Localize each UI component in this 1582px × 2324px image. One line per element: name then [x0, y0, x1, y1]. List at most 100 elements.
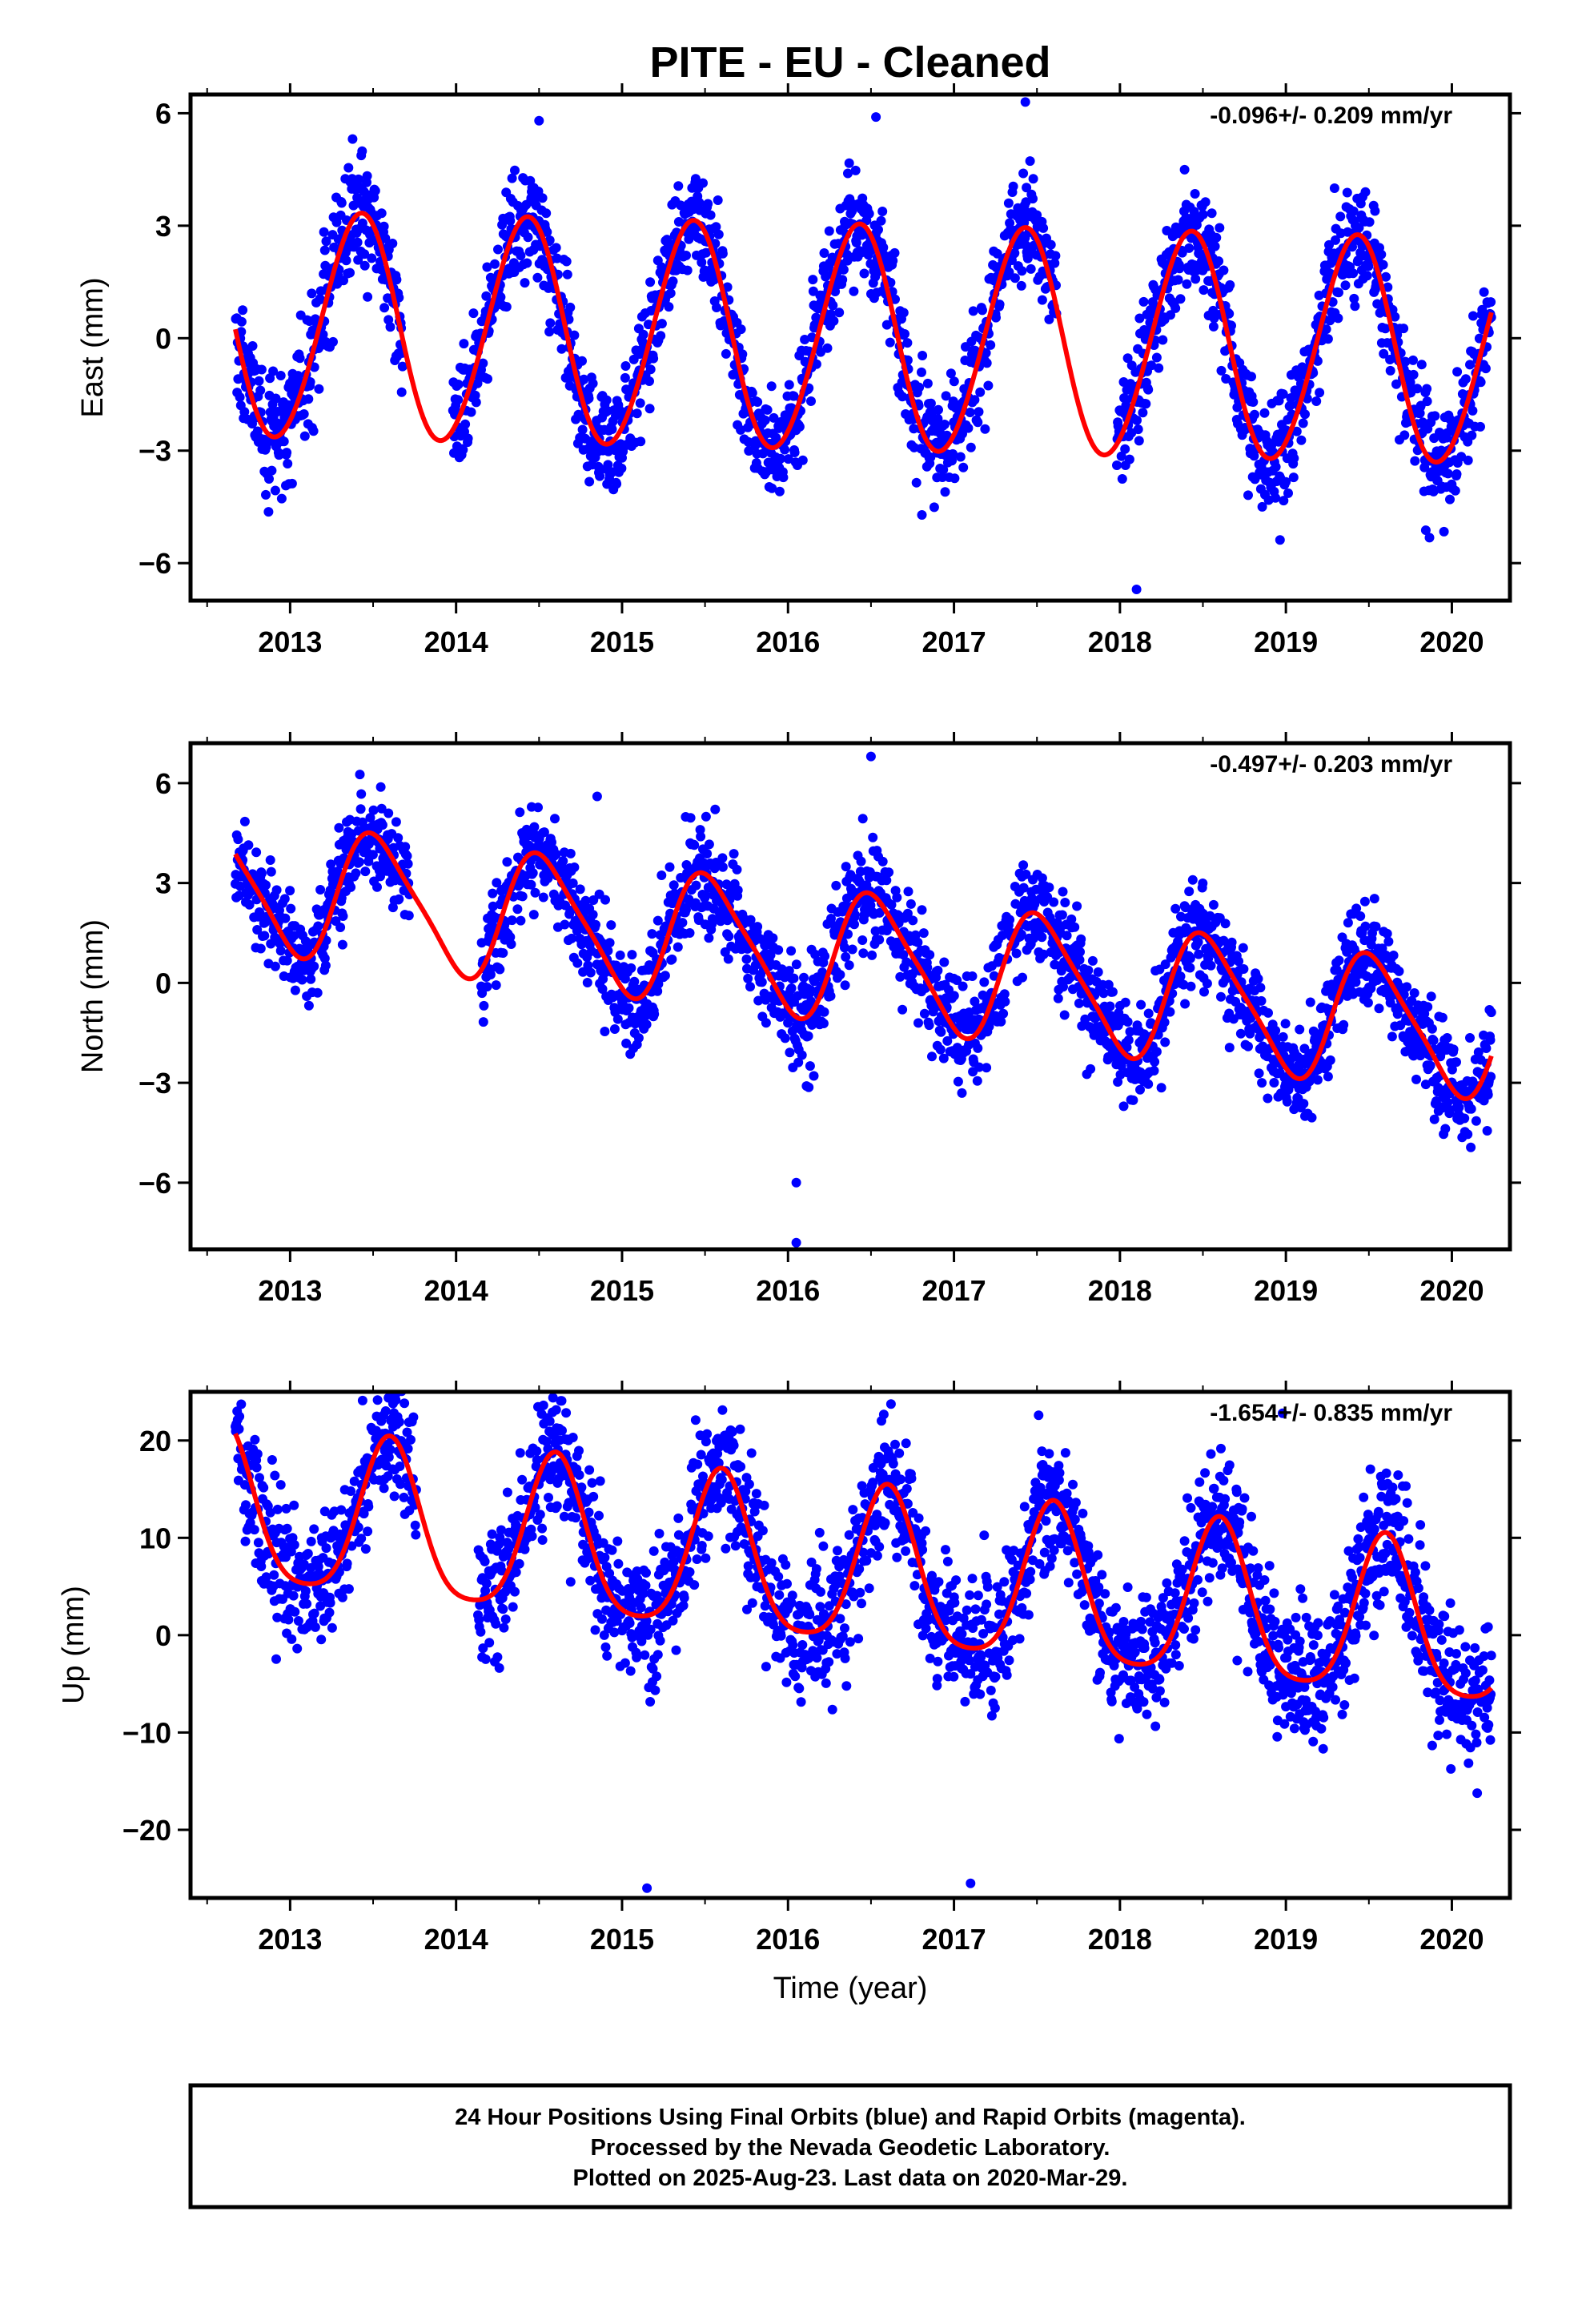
- data-point: [1184, 887, 1195, 897]
- data-point: [533, 802, 543, 813]
- data-point: [1057, 910, 1067, 920]
- data-point: [1146, 360, 1157, 371]
- data-point: [601, 395, 612, 405]
- data-point: [541, 208, 552, 219]
- data-point: [972, 1076, 982, 1086]
- data-point: [685, 928, 695, 938]
- data-points: [231, 97, 1496, 594]
- data-point: [269, 1570, 279, 1580]
- data-point: [1135, 1084, 1145, 1095]
- data-point: [927, 1051, 937, 1062]
- data-point: [238, 305, 248, 316]
- data-point: [1198, 879, 1208, 888]
- data-point: [819, 1007, 829, 1017]
- data-point: [240, 1536, 251, 1546]
- data-point: [1394, 966, 1404, 976]
- data-point: [1173, 275, 1183, 285]
- data-point: [289, 931, 299, 941]
- data-point: [1363, 261, 1374, 271]
- data-point: [313, 921, 323, 931]
- data-point: [250, 1434, 260, 1445]
- data-point: [343, 1584, 354, 1594]
- data-point: [616, 463, 627, 473]
- data-point: [717, 248, 728, 259]
- data-point: [1442, 1033, 1452, 1043]
- data-point: [709, 275, 720, 285]
- data-point: [460, 419, 471, 429]
- x-tick-label: 2019: [1254, 625, 1318, 658]
- data-point: [1291, 426, 1302, 436]
- data-point: [840, 943, 849, 953]
- data-point: [652, 986, 663, 996]
- data-point: [970, 395, 980, 405]
- data-point: [1333, 313, 1343, 324]
- data-point: [1289, 453, 1299, 464]
- data-point: [1355, 911, 1366, 921]
- data-point: [327, 1622, 337, 1633]
- data-point: [656, 331, 666, 341]
- data-point: [1380, 324, 1391, 334]
- data-point: [1254, 1068, 1264, 1079]
- data-point: [1429, 1114, 1439, 1124]
- data-point: [287, 1634, 297, 1644]
- data-point: [1093, 967, 1103, 977]
- data-point: [1112, 460, 1122, 470]
- data-point: [817, 967, 828, 978]
- data-point: [824, 226, 834, 236]
- data-point: [908, 915, 918, 926]
- data-point: [624, 1003, 634, 1013]
- data-point: [597, 984, 608, 994]
- data-point: [268, 366, 279, 376]
- y-axis-label: East (mm): [76, 277, 110, 417]
- data-point: [859, 268, 869, 279]
- data-point: [332, 866, 343, 877]
- data-point: [1175, 294, 1186, 304]
- data-point: [315, 295, 326, 304]
- data-point: [789, 391, 799, 401]
- data-point: [1486, 1007, 1496, 1018]
- data-point: [1416, 360, 1427, 370]
- data-point: [806, 396, 816, 406]
- data-point: [375, 871, 385, 882]
- data-point: [1283, 488, 1293, 498]
- data-point: [799, 972, 809, 983]
- data-point: [290, 1606, 300, 1617]
- data-point: [981, 348, 991, 358]
- data-point: [1239, 964, 1249, 974]
- data-point: [1074, 998, 1084, 1008]
- data-point: [736, 324, 746, 335]
- data-point: [942, 1035, 953, 1046]
- data-point: [363, 292, 373, 302]
- data-point: [958, 462, 969, 472]
- data-point: [1080, 1014, 1090, 1024]
- data-point: [1334, 955, 1344, 966]
- data-point: [582, 978, 592, 987]
- data-point: [584, 476, 595, 487]
- data-point: [1379, 348, 1389, 359]
- data-point: [271, 1654, 281, 1664]
- data-point: [1150, 1056, 1160, 1067]
- data-point: [385, 322, 396, 332]
- y-tick-label: −3: [139, 1067, 171, 1100]
- data-point: [1381, 271, 1391, 282]
- data-point: [491, 980, 501, 991]
- data-point: [346, 1486, 356, 1496]
- data-point: [1199, 987, 1209, 997]
- data-point: [337, 939, 347, 950]
- data-point: [765, 950, 776, 960]
- data-point: [897, 1004, 908, 1015]
- data-point: [929, 502, 939, 513]
- data-point: [468, 308, 479, 319]
- data-point: [1307, 1112, 1317, 1123]
- data-point: [1445, 494, 1455, 505]
- data-point: [1363, 998, 1373, 1008]
- data-point: [306, 1562, 316, 1573]
- data-point: [1247, 372, 1256, 382]
- data-point: [789, 448, 800, 457]
- data-point: [784, 380, 794, 390]
- data-point: [591, 919, 600, 930]
- data-point: [612, 1014, 623, 1024]
- data-point: [275, 1480, 286, 1490]
- data-point: [1026, 263, 1036, 274]
- data-point: [1395, 982, 1405, 992]
